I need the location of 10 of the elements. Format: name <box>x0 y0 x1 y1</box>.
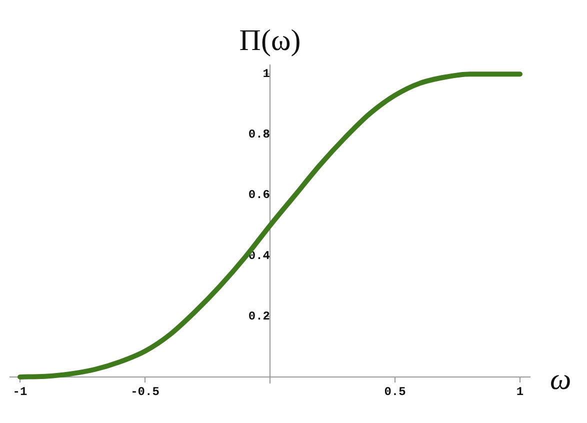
y-tick-label: 0.6 <box>248 188 270 202</box>
x-axis-title: ω <box>550 362 572 396</box>
x-tick-label: 0.5 <box>384 385 406 400</box>
y-axis-title: Π(ω) <box>239 24 301 57</box>
y-tick-label: 1 <box>262 67 270 82</box>
y-tick-label: 0.8 <box>248 128 270 142</box>
x-tick-label: -0.5 <box>130 385 160 400</box>
y-tick-label: 0.2 <box>248 309 270 324</box>
x-tick-label: 1 <box>516 385 524 400</box>
x-tick-label: -1 <box>12 385 28 400</box>
